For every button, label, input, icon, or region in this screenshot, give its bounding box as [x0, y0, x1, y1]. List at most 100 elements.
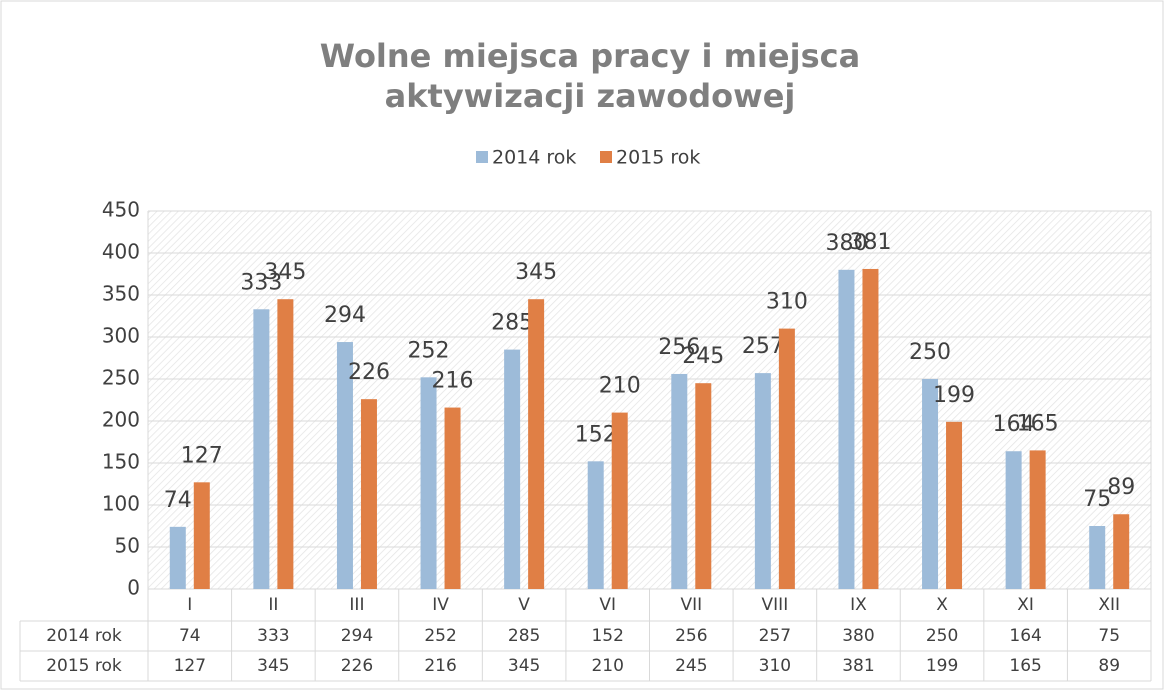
- table-cell: 127: [174, 656, 206, 676]
- table-cell: 310: [759, 656, 791, 676]
- table-cell: 380: [842, 626, 874, 646]
- data-label: 210: [599, 374, 641, 399]
- data-label: 250: [909, 340, 951, 365]
- data-label: 89: [1107, 475, 1135, 500]
- bar: [504, 349, 521, 589]
- table-row-label: 2015 rok: [46, 656, 122, 676]
- x-tick-label: XI: [1017, 595, 1034, 615]
- table-cell: 164: [1009, 626, 1041, 646]
- bar: [277, 299, 294, 589]
- legend-swatch: [476, 151, 488, 163]
- bar: [169, 526, 186, 589]
- bar: [695, 383, 712, 589]
- data-label: 74: [164, 488, 192, 513]
- bar: [754, 373, 771, 589]
- y-tick-label: 100: [102, 492, 140, 516]
- y-tick-label: 150: [102, 450, 140, 474]
- data-label: 252: [408, 338, 450, 363]
- bar: [1029, 450, 1046, 589]
- y-tick-label: 300: [102, 324, 140, 348]
- data-label: 333: [240, 270, 282, 295]
- table-cell: 333: [257, 626, 289, 646]
- chart-title: Wolne miejsca pracy i miejsca aktywizacj…: [319, 37, 861, 115]
- x-tick-label: II: [268, 595, 278, 615]
- data-label: 216: [432, 369, 474, 394]
- x-tick-label: VII: [680, 595, 702, 615]
- x-tick-label: I: [187, 595, 192, 615]
- table-cell: 257: [759, 626, 791, 646]
- legend-label: 2015 rok: [616, 147, 700, 169]
- data-label: 127: [181, 443, 223, 468]
- y-tick-label: 0: [127, 576, 140, 600]
- bar: [862, 268, 879, 589]
- y-tick-label: 200: [102, 408, 140, 432]
- x-tick-label: X: [936, 595, 948, 615]
- bar: [253, 309, 270, 589]
- y-tick-label: 400: [102, 240, 140, 264]
- table-cell: 199: [926, 656, 958, 676]
- legend-label: 2014 rok: [492, 147, 576, 169]
- table-cell: 250: [926, 626, 958, 646]
- table-cell: 152: [591, 626, 623, 646]
- data-label: 256: [658, 335, 700, 360]
- x-tick-label: III: [349, 595, 364, 615]
- table-cell: 381: [842, 656, 874, 676]
- data-label: 285: [491, 311, 533, 336]
- y-tick-label: 350: [102, 282, 140, 306]
- table-cell: 252: [424, 626, 456, 646]
- bar: [528, 299, 545, 589]
- x-tick-label: XII: [1098, 595, 1120, 615]
- table-cell: 75: [1098, 626, 1120, 646]
- data-label: 345: [264, 260, 306, 285]
- data-label: 75: [1083, 487, 1111, 512]
- table-cell: 345: [508, 656, 540, 676]
- plot-area: [148, 211, 1151, 589]
- data-label: 381: [849, 230, 891, 255]
- table-row-label: 2014 rok: [46, 626, 122, 646]
- y-tick-label: 250: [102, 366, 140, 390]
- table-cell: 285: [508, 626, 540, 646]
- y-tick-label: 450: [102, 198, 140, 222]
- data-label: 380: [825, 231, 867, 256]
- bar: [611, 412, 628, 589]
- x-tick-label: IV: [432, 595, 449, 615]
- table-cell: 226: [341, 656, 373, 676]
- bar: [1089, 526, 1106, 589]
- data-label: 152: [575, 422, 617, 447]
- x-tick-label: V: [518, 595, 530, 615]
- bar: [778, 328, 795, 589]
- table-cell: 165: [1009, 656, 1041, 676]
- bar: [420, 377, 437, 589]
- bar: [946, 421, 963, 589]
- data-label: 257: [742, 334, 784, 359]
- table-cell: 245: [675, 656, 707, 676]
- table-cell: 294: [341, 626, 373, 646]
- x-tick-label: VI: [599, 595, 616, 615]
- data-label: 345: [515, 260, 557, 285]
- legend-swatch: [600, 151, 612, 163]
- bar: [360, 399, 377, 589]
- bar: [193, 482, 210, 589]
- data-label: 294: [324, 303, 366, 328]
- data-label: 245: [682, 344, 724, 369]
- x-tick-label: IX: [850, 595, 867, 615]
- data-label: 164: [993, 412, 1035, 437]
- bar: [587, 461, 604, 589]
- y-tick-label: 50: [115, 534, 140, 558]
- data-label: 199: [933, 383, 975, 408]
- bar: [922, 379, 939, 589]
- data-label: 310: [766, 290, 808, 315]
- data-label: 165: [1017, 411, 1059, 436]
- bar: [671, 373, 688, 589]
- bar: [1113, 514, 1130, 589]
- table-cell: 345: [257, 656, 289, 676]
- table-cell: 256: [675, 626, 707, 646]
- table-cell: 74: [179, 626, 201, 646]
- bar: [838, 269, 855, 589]
- bar: [1005, 451, 1022, 589]
- table-cell: 210: [591, 656, 623, 676]
- bar: [444, 407, 461, 589]
- bar: [336, 342, 353, 589]
